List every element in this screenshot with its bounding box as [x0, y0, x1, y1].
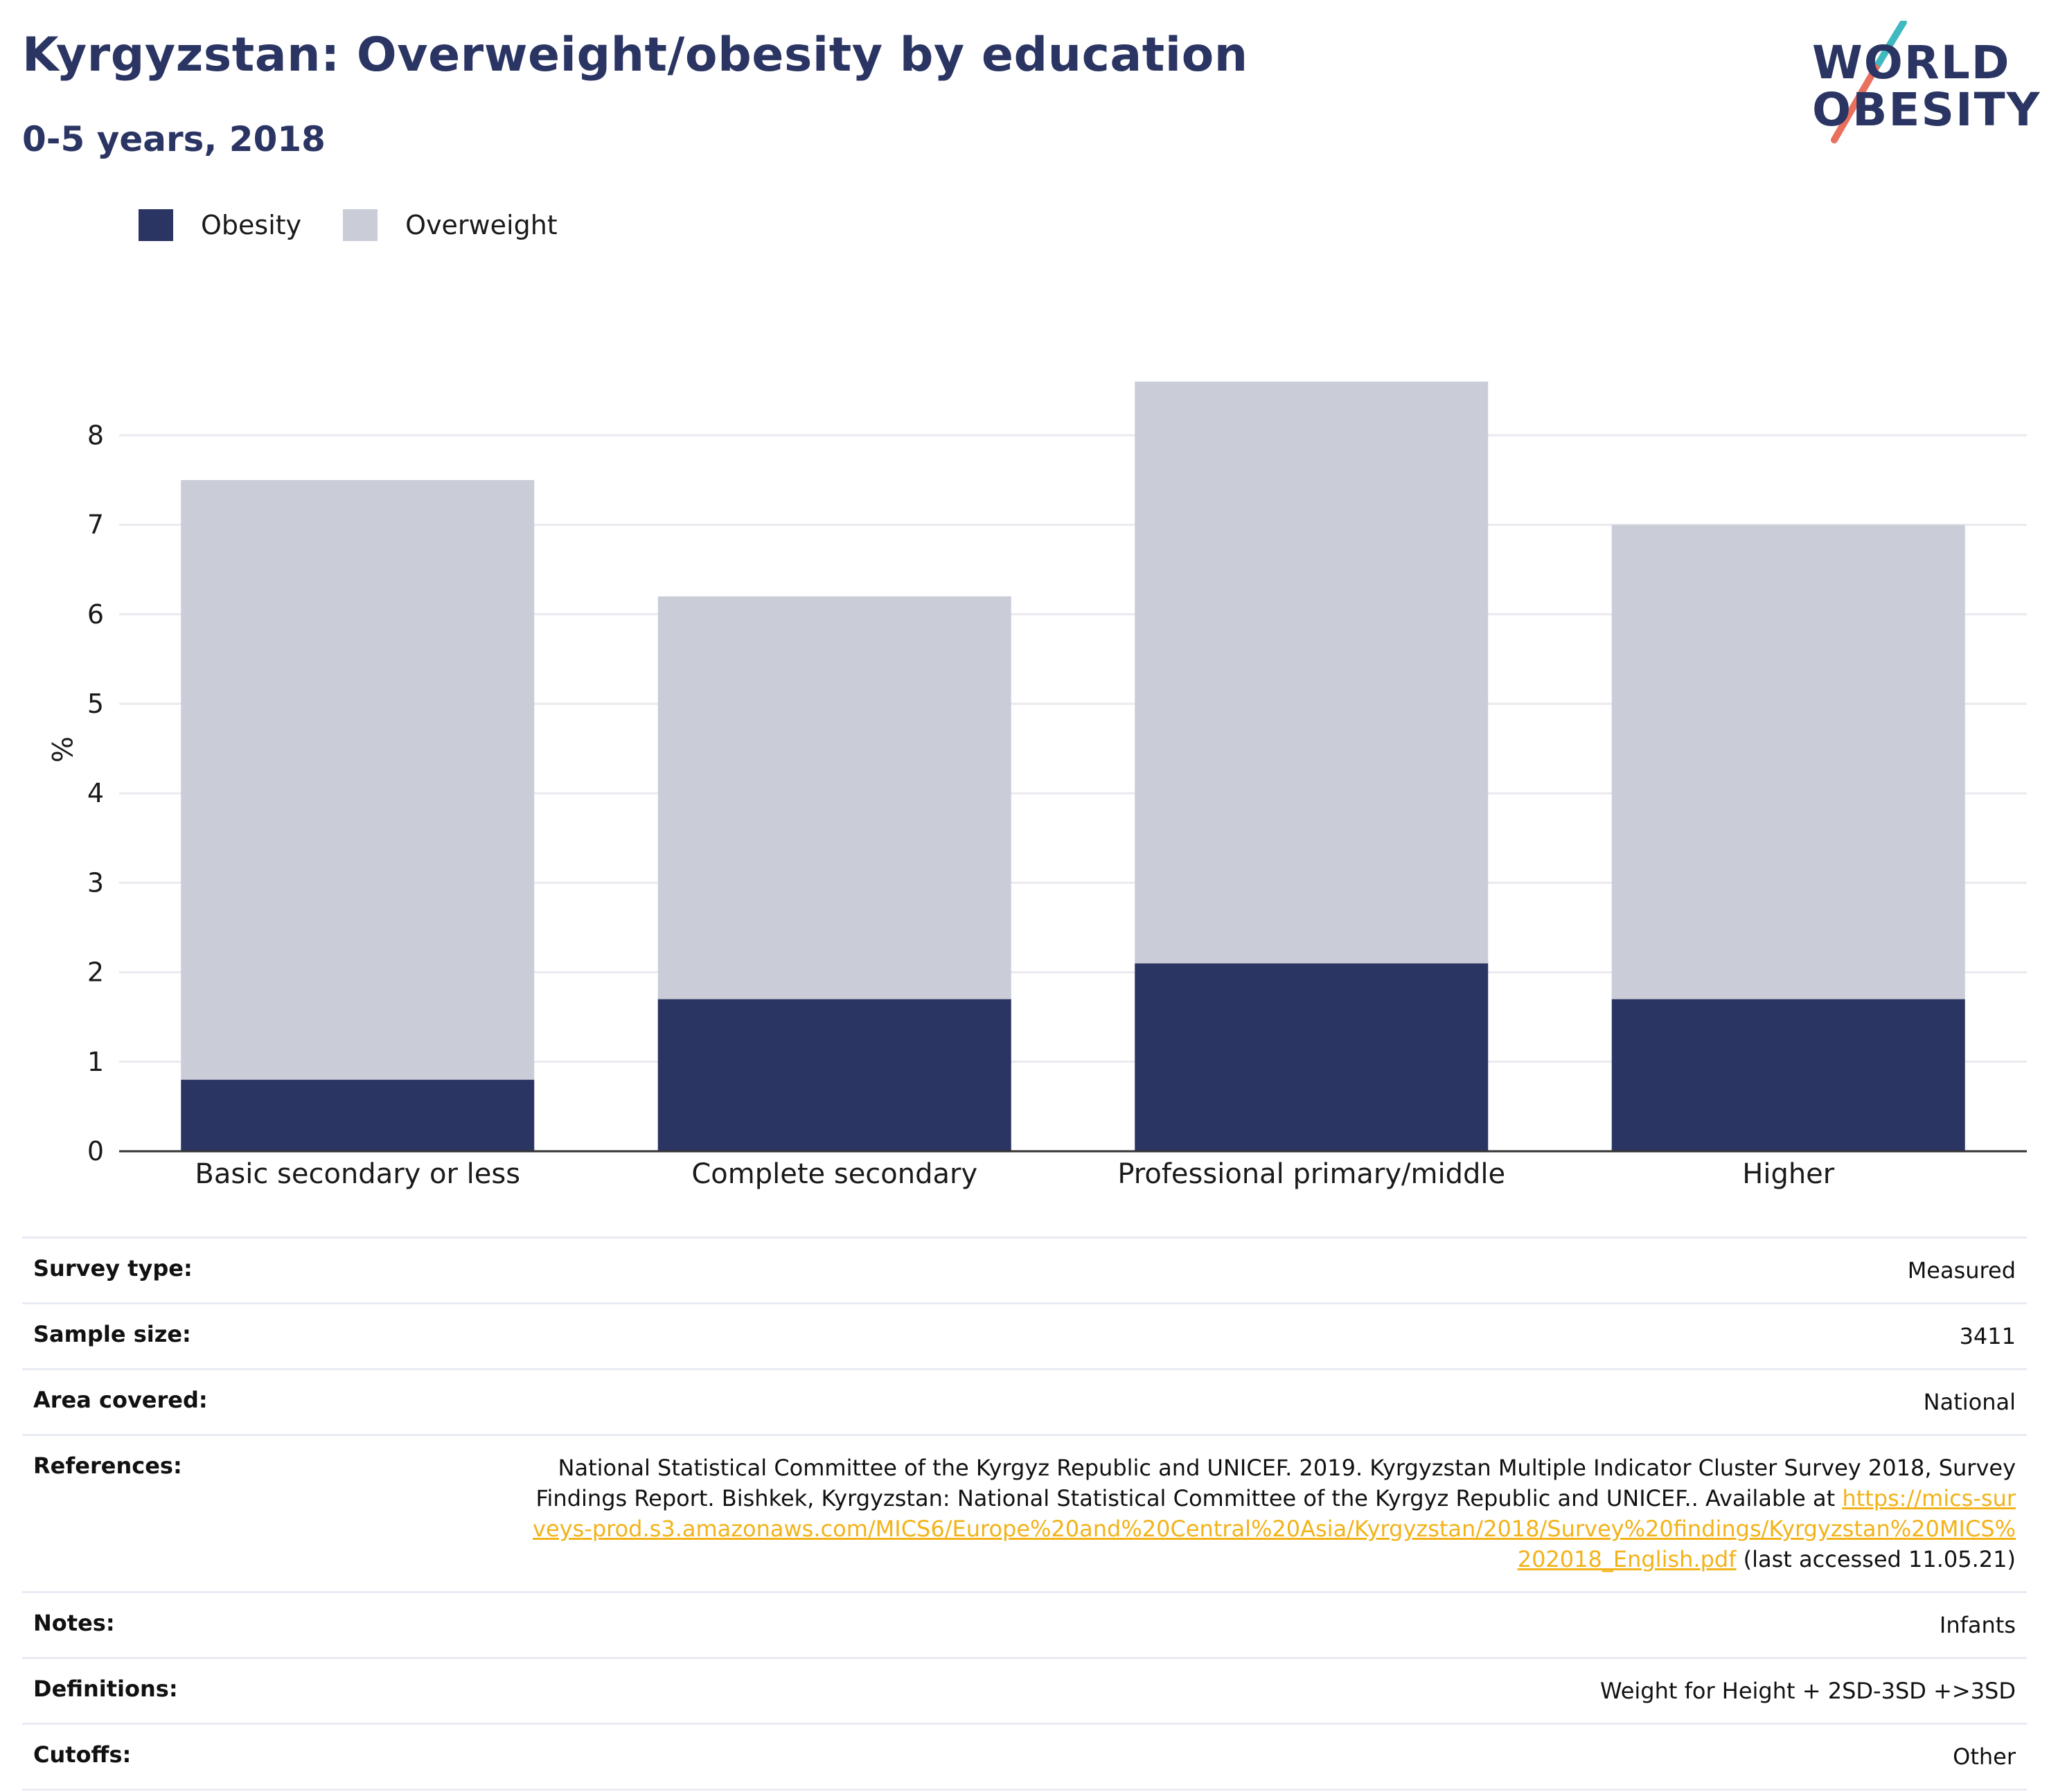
y-tick-label: 0: [87, 1136, 104, 1166]
bar-obesity: [1611, 999, 1965, 1151]
legend-item-overweight[interactable]: Overweight: [343, 209, 558, 241]
bar-obesity: [181, 1079, 535, 1151]
chart-subtitle: 0-5 years, 2018: [22, 119, 326, 159]
y-tick-label: 5: [87, 689, 104, 719]
y-tick-label: 6: [87, 599, 104, 630]
meta-row-references: References: National Statistical Committ…: [22, 1434, 2027, 1591]
world-obesity-logo: WORLD OBESITY: [1801, 21, 2039, 145]
survey-metadata-table: Survey type: Measured Sample size: 3411 …: [22, 1236, 2027, 1791]
meta-value: Measured: [1907, 1257, 2016, 1284]
meta-key: Cutoffs:: [33, 1741, 132, 1768]
meta-value: National: [1923, 1389, 2016, 1415]
x-category-label: Higher: [1742, 1158, 1835, 1190]
y-tick-label: 3: [87, 867, 104, 898]
y-tick-label: 4: [87, 778, 104, 808]
x-category-label: Complete secondary: [691, 1158, 977, 1190]
references-suffix: (last accessed 11.05.21): [1736, 1546, 2016, 1572]
y-tick-label: 8: [87, 420, 104, 450]
y-tick-label: 7: [87, 510, 104, 540]
references-link[interactable]: https://mics-surveys-prod.s3.amazonaws.c…: [533, 1485, 2016, 1572]
legend-label-obesity: Obesity: [201, 210, 302, 240]
meta-row-survey-type: Survey type: Measured: [22, 1236, 2027, 1302]
y-tick-label: 1: [87, 1047, 104, 1077]
meta-row-definitions: Definitions: Weight for Height + 2SD-3SD…: [22, 1657, 2027, 1723]
meta-key: Definitions:: [33, 1676, 178, 1702]
legend-item-obesity[interactable]: Obesity: [139, 209, 301, 241]
x-category-label: Basic secondary or less: [195, 1158, 520, 1190]
meta-row-notes: Notes: Infants: [22, 1591, 2027, 1657]
meta-row-area-covered: Area covered: National: [22, 1368, 2027, 1434]
bar-overweight: [1611, 524, 1965, 1000]
meta-key: Notes:: [33, 1610, 115, 1636]
references-value: National Statistical Committee of the Ky…: [515, 1436, 2027, 1591]
bar-obesity: [657, 999, 1011, 1151]
meta-value: 3411: [1959, 1323, 2016, 1349]
meta-value: Infants: [1939, 1612, 2016, 1638]
legend-swatch-overweight: [343, 209, 378, 241]
bar-overweight: [657, 596, 1011, 1000]
bar-obesity: [1135, 963, 1489, 1151]
chart-legend: Obesity Overweight: [139, 208, 599, 242]
bar-overweight: [181, 480, 535, 1080]
meta-value: Other: [1953, 1744, 2016, 1770]
meta-row-cutoffs: Cutoffs: Other: [22, 1723, 2027, 1791]
y-axis-label: %: [45, 736, 77, 763]
meta-key: Survey type:: [33, 1255, 193, 1281]
legend-label-overweight: Overweight: [405, 210, 558, 240]
logo-word-obesity: OBESITY: [1812, 83, 2041, 136]
logo-slash-icon: [1831, 21, 1907, 143]
meta-key: Sample size:: [33, 1321, 191, 1347]
stacked-bar-chart: 0 1 2 3 4 5 6 7 8% Basic secondary or less Complet…: [45, 381, 2027, 1190]
meta-row-sample-size: Sample size: 3411: [22, 1302, 2027, 1368]
y-tick-label: 2: [87, 957, 104, 988]
chart-title: Kyrgyzstan: Overweight/obesity by educat…: [22, 28, 1248, 82]
logo-word-world: WORLD: [1812, 36, 2011, 89]
meta-key: References:: [33, 1453, 182, 1479]
x-category-label: Professional primary/middle: [1117, 1158, 1505, 1190]
meta-key: Area covered:: [33, 1387, 208, 1413]
references-text: National Statistical Committee of the Ky…: [535, 1455, 2016, 1511]
bar-overweight: [1135, 381, 1489, 964]
meta-value: Weight for Height + 2SD-3SD +>3SD: [1599, 1678, 2016, 1704]
legend-swatch-obesity: [139, 209, 173, 241]
